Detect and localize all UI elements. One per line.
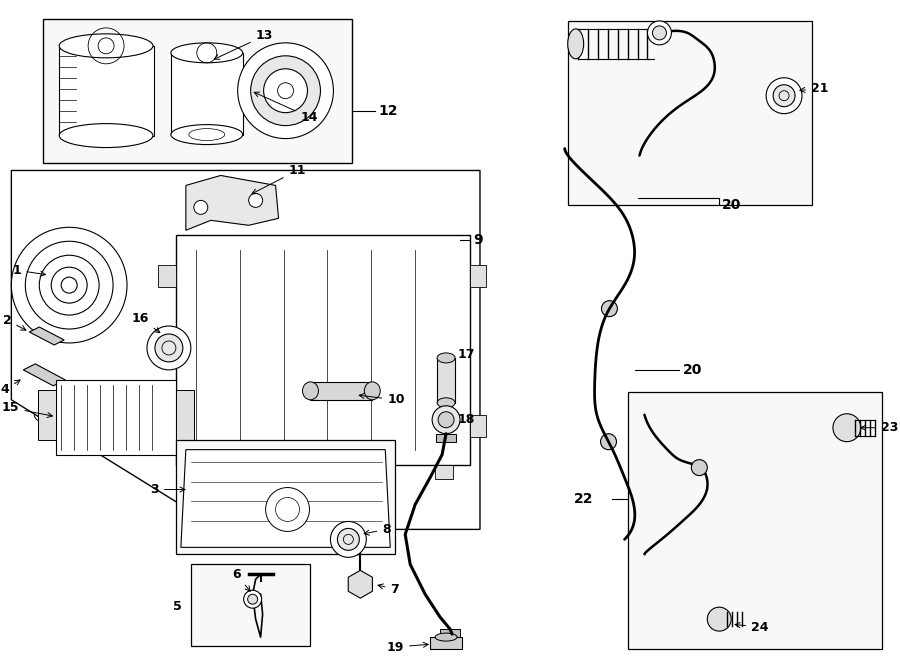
Circle shape xyxy=(707,607,731,631)
FancyBboxPatch shape xyxy=(256,465,274,479)
Text: 8: 8 xyxy=(364,523,391,536)
Ellipse shape xyxy=(302,382,319,400)
Polygon shape xyxy=(185,175,279,230)
Text: 7: 7 xyxy=(378,583,399,596)
FancyBboxPatch shape xyxy=(196,465,214,479)
Text: 24: 24 xyxy=(735,621,769,634)
Ellipse shape xyxy=(364,382,381,400)
FancyBboxPatch shape xyxy=(316,465,333,479)
FancyBboxPatch shape xyxy=(43,19,353,163)
FancyBboxPatch shape xyxy=(176,235,470,465)
FancyBboxPatch shape xyxy=(191,564,310,646)
FancyBboxPatch shape xyxy=(430,637,462,649)
Circle shape xyxy=(147,326,191,370)
Circle shape xyxy=(601,301,617,317)
Text: 1: 1 xyxy=(13,264,45,277)
Polygon shape xyxy=(30,327,64,345)
Circle shape xyxy=(12,227,127,343)
Ellipse shape xyxy=(435,633,457,641)
Polygon shape xyxy=(23,364,65,386)
Circle shape xyxy=(691,459,707,475)
FancyBboxPatch shape xyxy=(375,465,393,479)
Circle shape xyxy=(766,78,802,114)
Text: 18: 18 xyxy=(458,413,475,426)
Circle shape xyxy=(832,414,860,442)
Text: 22: 22 xyxy=(574,492,594,506)
Ellipse shape xyxy=(437,398,455,408)
Polygon shape xyxy=(12,171,480,529)
Text: 20: 20 xyxy=(682,363,702,377)
Circle shape xyxy=(647,21,671,45)
FancyBboxPatch shape xyxy=(437,358,455,403)
FancyBboxPatch shape xyxy=(568,21,812,206)
Circle shape xyxy=(194,200,208,214)
Circle shape xyxy=(238,43,333,139)
Text: 5: 5 xyxy=(173,600,182,613)
Text: 14: 14 xyxy=(254,92,318,124)
FancyBboxPatch shape xyxy=(435,465,453,479)
FancyBboxPatch shape xyxy=(440,629,460,639)
FancyBboxPatch shape xyxy=(470,265,486,287)
Circle shape xyxy=(251,56,320,126)
Circle shape xyxy=(600,434,617,449)
Text: 3: 3 xyxy=(150,483,185,496)
Ellipse shape xyxy=(59,124,153,147)
FancyBboxPatch shape xyxy=(176,440,395,555)
Ellipse shape xyxy=(568,29,584,59)
Ellipse shape xyxy=(59,34,153,58)
Circle shape xyxy=(248,194,263,208)
Circle shape xyxy=(248,594,257,604)
Text: 15: 15 xyxy=(2,401,52,418)
FancyBboxPatch shape xyxy=(158,414,176,437)
FancyBboxPatch shape xyxy=(470,414,486,437)
Text: 9: 9 xyxy=(473,233,482,247)
Polygon shape xyxy=(181,449,391,547)
Ellipse shape xyxy=(171,125,243,145)
FancyBboxPatch shape xyxy=(59,46,154,136)
Text: 16: 16 xyxy=(131,311,160,332)
Ellipse shape xyxy=(437,353,455,363)
FancyBboxPatch shape xyxy=(39,390,56,440)
Circle shape xyxy=(330,522,366,557)
FancyBboxPatch shape xyxy=(176,390,194,440)
Text: 13: 13 xyxy=(214,29,273,59)
Text: 10: 10 xyxy=(359,393,405,407)
Circle shape xyxy=(264,69,308,112)
Circle shape xyxy=(438,412,454,428)
Text: 12: 12 xyxy=(378,104,398,118)
Text: 4: 4 xyxy=(1,380,20,397)
Text: 19: 19 xyxy=(387,641,428,654)
FancyBboxPatch shape xyxy=(171,53,243,135)
Circle shape xyxy=(588,176,604,192)
FancyBboxPatch shape xyxy=(158,265,176,287)
Circle shape xyxy=(338,528,359,551)
Circle shape xyxy=(266,488,310,531)
Text: 23: 23 xyxy=(860,421,898,434)
Circle shape xyxy=(432,406,460,434)
Circle shape xyxy=(244,590,262,608)
FancyBboxPatch shape xyxy=(56,380,176,455)
Circle shape xyxy=(773,85,795,106)
Circle shape xyxy=(652,26,666,40)
Text: 6: 6 xyxy=(232,568,250,591)
Text: 21: 21 xyxy=(800,82,829,95)
Ellipse shape xyxy=(171,43,243,63)
Text: 2: 2 xyxy=(3,313,26,330)
Text: 17: 17 xyxy=(458,348,475,362)
Text: 20: 20 xyxy=(723,198,742,212)
Text: 11: 11 xyxy=(252,164,306,194)
FancyBboxPatch shape xyxy=(436,434,456,442)
FancyBboxPatch shape xyxy=(627,392,882,649)
FancyBboxPatch shape xyxy=(310,382,373,400)
FancyBboxPatch shape xyxy=(158,335,176,357)
Circle shape xyxy=(155,334,183,362)
